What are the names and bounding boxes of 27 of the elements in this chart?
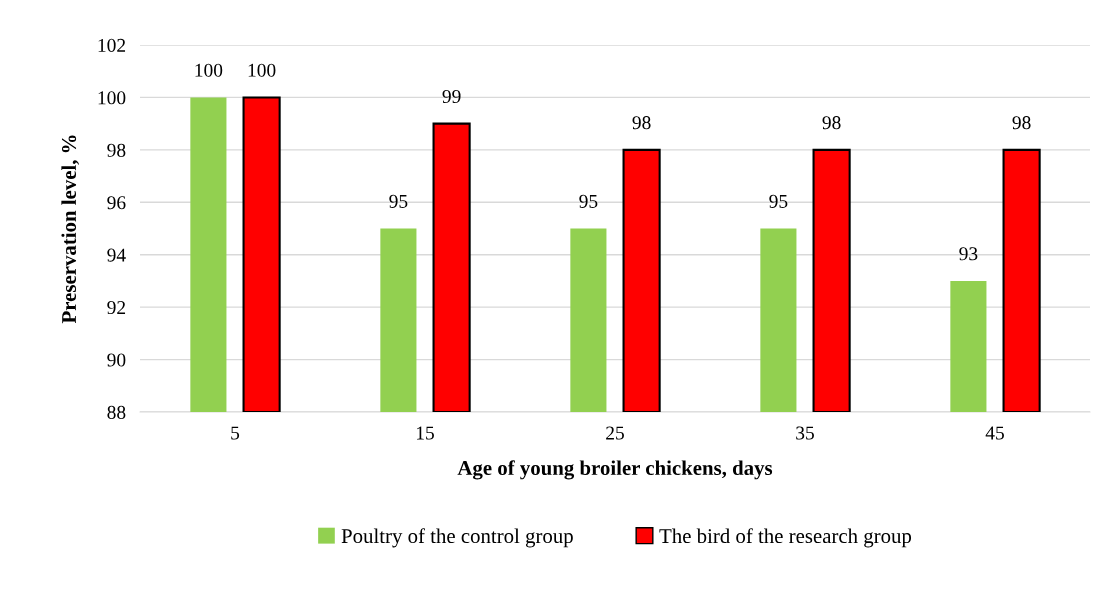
x-tick-label: 25 bbox=[606, 426, 624, 440]
x-axis-title: Age of young broiler chickens, days bbox=[457, 460, 773, 480]
data-label: 100 bbox=[248, 63, 276, 77]
y-tick-label: 98 bbox=[107, 143, 126, 157]
y-tick-label: 92 bbox=[107, 301, 126, 315]
y-axis-title: Preservation level, % bbox=[61, 135, 80, 324]
data-label: 93 bbox=[959, 247, 978, 261]
data-label: 95 bbox=[389, 194, 408, 208]
x-tick-label: 15 bbox=[416, 426, 434, 440]
x-tick-label: 45 bbox=[985, 426, 1004, 440]
data-label: 100 bbox=[195, 63, 223, 77]
data-label: 98 bbox=[822, 116, 841, 130]
y-tick-label: 90 bbox=[107, 353, 126, 367]
legend-label: Poultry of the control group bbox=[341, 528, 573, 548]
y-tick-label: 94 bbox=[107, 248, 126, 262]
data-label: 99 bbox=[442, 89, 461, 104]
data-label: 98 bbox=[632, 116, 651, 130]
y-tick-label: 96 bbox=[107, 196, 126, 210]
x-tick-label: 5 bbox=[231, 426, 240, 440]
y-tick-label: 100 bbox=[98, 91, 126, 105]
x-tick-label: 35 bbox=[796, 426, 814, 440]
data-label: 95 bbox=[769, 194, 788, 208]
legend-label: The bird of the research group bbox=[659, 528, 912, 548]
y-tick-label: 88 bbox=[107, 405, 126, 419]
data-label: 95 bbox=[579, 194, 598, 208]
data-label: 98 bbox=[1012, 116, 1031, 130]
y-tick-label: 102 bbox=[98, 38, 126, 52]
